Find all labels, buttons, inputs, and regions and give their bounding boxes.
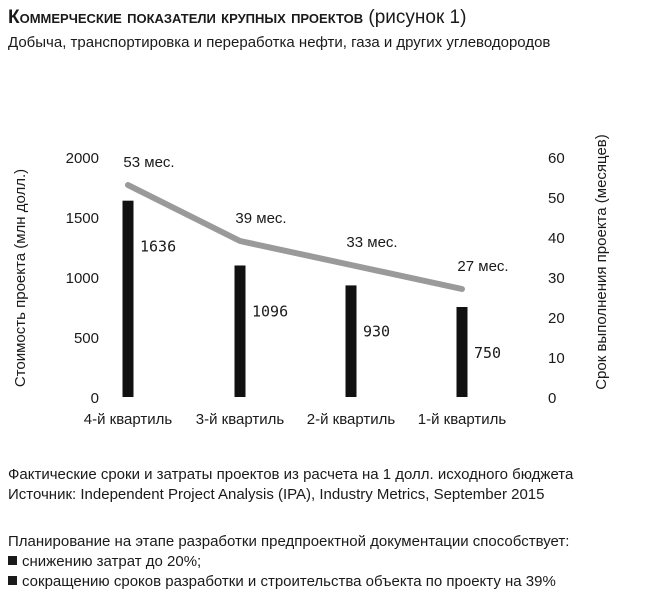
planning-item: сокращению сроков разработки и строитель…: [8, 572, 569, 592]
bar: [122, 200, 134, 397]
x-category-label: 3-й квартиль: [196, 411, 285, 428]
note-source: Источник: Independent Project Analysis (…: [8, 486, 545, 503]
x-category-label: 2-й квартиль: [307, 411, 396, 428]
bar-value-label: 930: [363, 322, 390, 340]
y-right-tick-label: 20: [548, 310, 565, 327]
y-right-tick-label: 60: [548, 150, 565, 167]
bar: [234, 265, 246, 397]
y-right-tick-label: 40: [548, 230, 565, 247]
bar-value-label: 1096: [252, 302, 288, 320]
y-left-tick-label: 0: [91, 390, 99, 407]
x-category-label: 4-й квартиль: [84, 411, 173, 428]
line-value-label: 33 мес.: [346, 234, 397, 251]
bar: [345, 285, 357, 397]
chart-title-main: Коммерческие показатели крупных проектов: [8, 7, 364, 28]
y-left-axis-title: Стоимость проекта (млн долл.): [12, 169, 29, 387]
combo-chart: 0 500 1000 1500 2000 0 10 20 30 40 50 60 Стоимость п…: [12, 134, 610, 428]
y-left-tick-label: 2000: [66, 150, 99, 167]
duration-line: [125, 182, 465, 292]
y-right-tick-label: 50: [548, 190, 565, 207]
line-value-label: 39 мес.: [235, 210, 286, 227]
planning-item-text: сокращению сроков разработки и строитель…: [22, 573, 556, 590]
y-left-tick-label: 500: [74, 330, 99, 347]
note-basis: Фактические сроки и затраты проектов из …: [8, 466, 574, 483]
chart-title: Коммерческие показатели крупных проектов…: [8, 6, 466, 30]
planning-block: Планирование на этапе разработки предпро…: [8, 532, 569, 592]
bar: [456, 307, 468, 397]
y-right-tick-label: 10: [548, 350, 565, 367]
y-right-axis-title: Срок выполнения проекта (месяцев): [593, 134, 610, 390]
chart-title-suffix: (рисунок 1): [368, 7, 467, 28]
x-category-label: 1-й квартиль: [418, 411, 507, 428]
chart-subtitle: Добыча, транспортировка и переработка не…: [8, 34, 551, 51]
y-left-tick-label: 1500: [66, 210, 99, 227]
bullet-square-icon: [8, 576, 17, 585]
chart-notes: Фактические сроки и затраты проектов из …: [8, 465, 573, 505]
line-value-label: 27 мес.: [457, 258, 508, 275]
planning-intro: Планирование на этапе разработки предпро…: [8, 533, 570, 550]
y-right-tick-label: 0: [548, 390, 556, 407]
planning-item-text: снижению затрат до 20%;: [22, 553, 202, 570]
bullet-square-icon: [8, 556, 17, 565]
bar-value-label: 1636: [140, 238, 176, 256]
planning-item: снижению затрат до 20%;: [8, 552, 569, 572]
bar-value-label: 750: [474, 344, 501, 362]
y-left-tick-label: 1000: [66, 270, 99, 287]
line-value-label: 53 мес.: [123, 154, 174, 171]
y-right-tick-label: 30: [548, 270, 565, 287]
